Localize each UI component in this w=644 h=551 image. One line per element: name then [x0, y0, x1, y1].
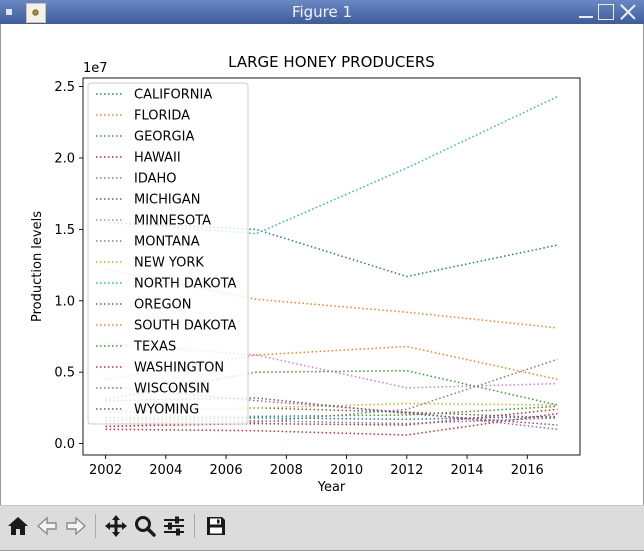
arrow-right-icon [66, 516, 87, 536]
configure-subplots-button[interactable] [162, 513, 186, 539]
series-line-georgia [105, 405, 558, 419]
move-icon [105, 515, 127, 537]
legend-entry: MINNESOTA [134, 214, 211, 229]
legend-entry: OREGON [134, 298, 192, 313]
x-tick-label: 2008 [270, 463, 303, 478]
app-icon [26, 3, 46, 23]
x-tick-label: 2016 [511, 463, 544, 478]
zoom-button[interactable] [133, 513, 157, 539]
legend-box [87, 82, 249, 425]
line-chart: 2002 2004 2006 2008 2010 2012 2014 2016 0.0 0.5 1.… [30, 53, 581, 495]
x-tick-label: 2014 [450, 463, 483, 478]
series-line-idaho [105, 417, 558, 425]
legend-entry: GEORGIA [134, 130, 194, 145]
legend-entry: FLORIDA [134, 109, 190, 124]
home-icon [8, 517, 28, 535]
legend-entry: NEW YORK [134, 256, 204, 271]
legend-entry: MONTANA [134, 235, 200, 250]
arrow-left-icon [36, 516, 57, 536]
close-button[interactable] [620, 4, 636, 20]
figure-canvas[interactable]: 2002 2004 2006 2008 2010 2012 2014 2016 0.0 0.5 1.… [0, 24, 644, 505]
sliders-icon [164, 516, 184, 536]
pan-button[interactable] [104, 513, 128, 539]
maximize-button[interactable] [598, 4, 614, 20]
magnifier-icon [135, 516, 156, 537]
x-tick-label: 2002 [89, 463, 122, 478]
legend-entry: WISCONSIN [134, 382, 210, 397]
legend-entry: WASHINGTON [134, 361, 224, 376]
save-button[interactable] [204, 513, 228, 539]
y-axis-label: Production levels [30, 211, 45, 322]
x-tick-label: 2010 [330, 463, 363, 478]
y-tick-label: 0.5 [54, 366, 75, 381]
minimize-button[interactable] [578, 4, 594, 20]
toolbar-separator [95, 514, 96, 538]
x-tick-label: 2006 [210, 463, 243, 478]
legend-entry: WYOMING [134, 403, 199, 418]
series-line-montana [105, 358, 558, 428]
legend-entry: TEXAS [133, 340, 176, 355]
y-tick-label: 1.5 [54, 223, 75, 238]
x-axis-label: Year [317, 480, 346, 495]
legend-entry: IDAHO [134, 172, 177, 187]
y-tick-label: 2.5 [54, 80, 75, 95]
navigation-toolbar [0, 505, 644, 547]
window-titlebar[interactable]: Figure 1 [0, 0, 644, 24]
legend-entry: SOUTH DAKOTA [134, 319, 237, 334]
y-tick-label: 0.0 [54, 437, 75, 452]
series-line-new-york [105, 402, 558, 413]
chart-title: LARGE HONEY PRODUCERS [228, 53, 435, 71]
series-line-michigan [105, 407, 558, 419]
home-button[interactable] [6, 513, 30, 539]
legend-entry: MICHIGAN [134, 193, 200, 208]
forward-button[interactable] [64, 513, 88, 539]
series-line-north-dakota [105, 95, 558, 235]
legend-entry: NORTH DAKOTA [134, 277, 237, 292]
y-tick-label: 2.0 [54, 151, 75, 166]
legend-entry: CALIFORNIA [134, 88, 212, 103]
toolbar-separator [194, 514, 195, 538]
x-tick-label: 2004 [149, 463, 182, 478]
plot-frame [82, 77, 581, 456]
window-title: Figure 1 [291, 3, 353, 21]
series-line-washington [105, 408, 558, 428]
y-offset-text: 1e7 [83, 61, 108, 76]
window-menu-icon[interactable] [6, 9, 12, 15]
x-tick-label: 2012 [390, 463, 423, 478]
back-button[interactable] [35, 513, 59, 539]
status-bar [0, 547, 644, 551]
floppy-disk-icon [207, 517, 225, 535]
y-tick-label: 1.0 [54, 294, 75, 309]
series-line-california [105, 221, 558, 278]
legend-entry: HAWAII [134, 151, 181, 166]
series-line-hawaii [105, 412, 558, 436]
